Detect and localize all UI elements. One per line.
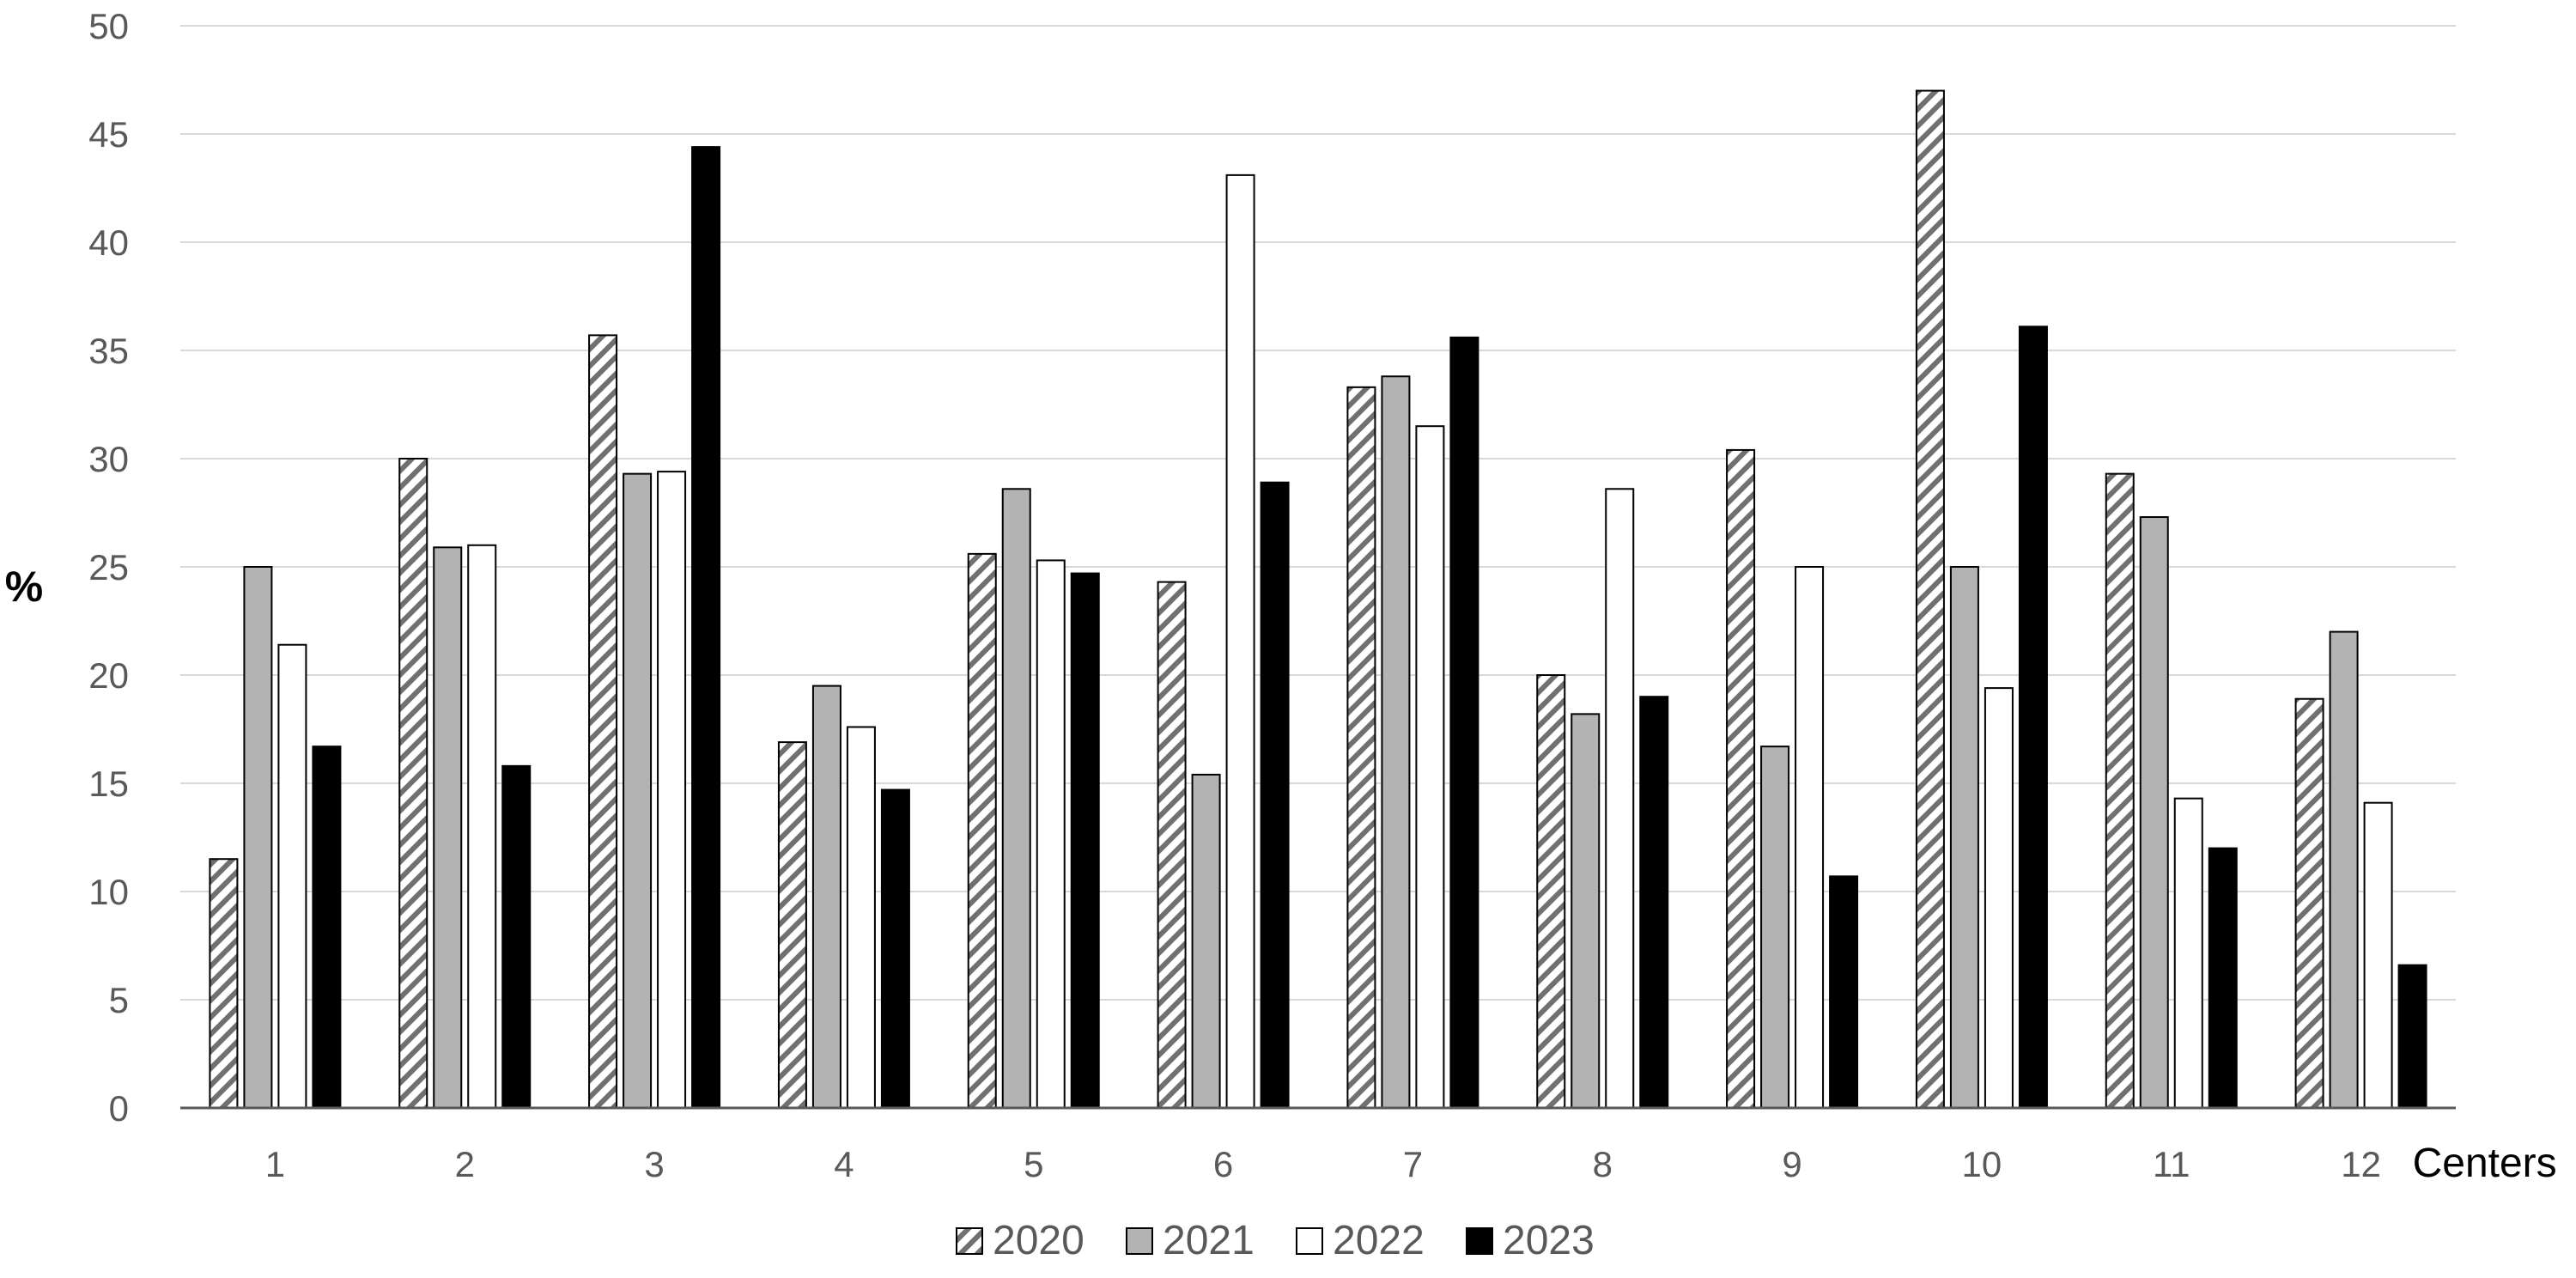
bar-2022-center-1 xyxy=(277,643,307,1109)
y-tick-label: 35 xyxy=(88,331,129,371)
bar-2021-center-3 xyxy=(623,472,653,1109)
bar-2020-center-8 xyxy=(1536,674,1566,1109)
y-tick-label: 50 xyxy=(88,6,129,46)
y-tick-label: 30 xyxy=(88,439,129,479)
bar-2023-center-1 xyxy=(312,746,342,1109)
bar-2021-center-8 xyxy=(1571,713,1601,1109)
x-tick-label: 12 xyxy=(2341,1144,2381,1184)
legend-swatch-2023 xyxy=(1466,1227,1493,1255)
y-tick-label: 20 xyxy=(88,655,129,696)
bar-2021-center-12 xyxy=(2329,630,2359,1109)
bar-2020-center-12 xyxy=(2294,697,2324,1109)
bars xyxy=(209,89,2427,1110)
x-tick-label: 9 xyxy=(1782,1144,1801,1184)
bar-2020-center-11 xyxy=(2105,472,2135,1109)
x-tick-label: 6 xyxy=(1213,1144,1233,1184)
bar-2023-center-8 xyxy=(1639,696,1669,1109)
bar-2020-center-1 xyxy=(209,858,239,1109)
bar-2022-center-8 xyxy=(1605,488,1635,1109)
x-tick-label: 3 xyxy=(644,1144,664,1184)
gridlines xyxy=(180,25,2456,1001)
bar-2022-center-4 xyxy=(846,726,876,1109)
bar-2022-center-3 xyxy=(657,471,687,1109)
bar-2022-center-7 xyxy=(1415,425,1445,1109)
bar-2021-center-7 xyxy=(1381,375,1411,1109)
x-tick-label: 1 xyxy=(265,1144,285,1184)
bar-2021-center-1 xyxy=(243,566,273,1109)
bar-2022-center-2 xyxy=(467,544,497,1109)
bar-2020-center-4 xyxy=(777,741,807,1109)
bar-2023-center-5 xyxy=(1070,572,1100,1109)
legend-label: 2021 xyxy=(1163,1218,1255,1263)
x-tick-label: 8 xyxy=(1593,1144,1613,1184)
legend-swatch-2020 xyxy=(956,1227,983,1255)
y-tick-label: 0 xyxy=(109,1088,129,1129)
bar-2020-center-5 xyxy=(967,552,997,1109)
bar-2021-center-10 xyxy=(1949,566,1979,1109)
y-tick-label: 40 xyxy=(88,222,129,263)
legend-label: 2020 xyxy=(993,1218,1084,1263)
bar-2020-center-3 xyxy=(588,334,618,1109)
legend-swatch-2022 xyxy=(1296,1227,1323,1255)
x-axis-label: Centers xyxy=(2413,1141,2557,1186)
bar-2023-center-10 xyxy=(2018,326,2048,1109)
legend-label: 2022 xyxy=(1333,1218,1425,1263)
y-tick-label: 45 xyxy=(88,114,129,155)
bar-2020-center-2 xyxy=(398,458,428,1109)
y-tick-label: 25 xyxy=(88,547,129,587)
x-tick-label: 11 xyxy=(2153,1144,2190,1184)
bar-2022-center-11 xyxy=(2173,797,2203,1109)
bar-2020-center-7 xyxy=(1346,386,1376,1109)
bar-2023-center-9 xyxy=(1829,875,1859,1109)
bar-2022-center-12 xyxy=(2363,801,2393,1109)
x-tick-label: 4 xyxy=(834,1144,854,1184)
bar-2023-center-2 xyxy=(501,764,532,1110)
bar-2020-center-6 xyxy=(1157,581,1187,1109)
bar-2020-center-10 xyxy=(1915,89,1945,1110)
bar-2021-center-5 xyxy=(1001,488,1031,1109)
bar-2022-center-6 xyxy=(1225,173,1255,1109)
x-tick-label: 7 xyxy=(1403,1144,1423,1184)
y-tick-label: 15 xyxy=(88,764,129,804)
bar-2021-center-9 xyxy=(1760,746,1790,1109)
bar-2023-center-4 xyxy=(880,788,910,1109)
bar-2020-center-9 xyxy=(1726,448,1756,1109)
bar-2023-center-7 xyxy=(1449,336,1479,1109)
y-tick-label: 5 xyxy=(109,980,129,1020)
bar-2021-center-2 xyxy=(433,546,463,1109)
bar-2022-center-9 xyxy=(1795,566,1825,1109)
bar-2021-center-4 xyxy=(811,685,841,1109)
y-axis-ticks: 0 5 10 15 20 25 30 35 40 45 50 xyxy=(88,6,129,1129)
bar-2022-center-5 xyxy=(1036,559,1066,1109)
legend-swatch-2021 xyxy=(1126,1227,1153,1255)
bar-2023-center-12 xyxy=(2397,964,2427,1110)
legend-label: 2023 xyxy=(1503,1218,1595,1263)
x-tick-label: 5 xyxy=(1024,1144,1043,1184)
y-tick-label: 10 xyxy=(88,872,129,912)
legend: 2020 2021 2022 2023 xyxy=(956,1218,1595,1263)
bar-2023-center-11 xyxy=(2208,847,2238,1109)
x-tick-label: 2 xyxy=(455,1144,475,1184)
bar-2021-center-11 xyxy=(2139,516,2169,1109)
bar-2021-center-6 xyxy=(1191,773,1221,1109)
bar-2022-center-10 xyxy=(1984,687,2014,1109)
bar-2023-center-6 xyxy=(1260,481,1290,1109)
x-tick-label: 10 xyxy=(1962,1144,2002,1184)
y-axis-label: % xyxy=(5,563,43,611)
x-axis-ticks: 1 2 3 4 5 6 7 8 9 10 11 12 xyxy=(265,1144,2381,1184)
bar-2023-center-3 xyxy=(691,146,721,1109)
